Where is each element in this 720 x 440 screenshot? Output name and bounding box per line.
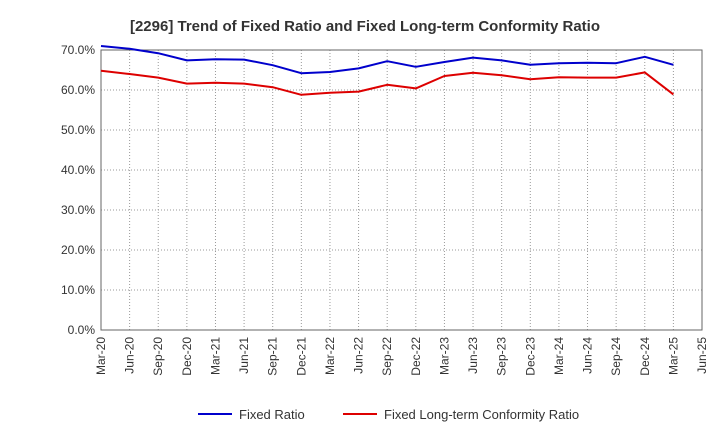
x-tick-label: Jun-24 [581, 337, 595, 374]
x-axis-ticks: Mar-20 Jun-20 Sep-20 Dec-20 Mar-21 Jun-21 Sep-… [94, 337, 709, 376]
y-tick-label: 20.0% [61, 243, 95, 257]
x-tick-label: Mar-21 [208, 337, 222, 375]
x-tick-label: Mar-22 [323, 337, 337, 375]
chart-title: [2296] Trend of Fixed Ratio and Fixed Lo… [130, 18, 600, 35]
x-tick-label: Mar-25 [666, 337, 680, 375]
plot-area [100, 49, 703, 331]
y-tick-label: 40.0% [61, 163, 95, 177]
y-tick-label: 70.0% [61, 43, 95, 57]
x-tick-label: Dec-21 [294, 337, 308, 376]
x-tick-label: Sep-24 [609, 337, 623, 376]
y-tick-label: 30.0% [61, 203, 95, 217]
legend-label: Fixed Ratio [239, 407, 305, 422]
x-tick-label: Mar-24 [552, 337, 566, 375]
x-tick-label: Jun-20 [123, 337, 137, 374]
x-tick-label: Mar-23 [437, 337, 451, 375]
legend-label: Fixed Long-term Conformity Ratio [384, 407, 579, 422]
x-tick-label: Jun-22 [352, 337, 366, 374]
y-tick-label: 10.0% [61, 283, 95, 297]
x-tick-label: Sep-23 [495, 337, 509, 376]
x-tick-label: Dec-24 [638, 337, 652, 376]
y-tick-label: 60.0% [61, 83, 95, 97]
series-line-fixed-ratio [100, 45, 674, 75]
x-tick-label: Dec-22 [409, 337, 423, 376]
legend-item-fixed-ratio: Fixed Ratio [198, 407, 305, 422]
x-tick-label: Sep-21 [266, 337, 280, 376]
y-axis-ticks: 0.0% 10.0% 20.0% 30.0% 40.0% 50.0% 60.0% 70.0% [61, 43, 95, 337]
legend: Fixed Ratio Fixed Long-term Conformity Ra… [198, 407, 579, 422]
series-lines [100, 45, 675, 96]
legend-item-fixed-long-term-conformity-ratio: Fixed Long-term Conformity Ratio [343, 407, 579, 422]
x-tick-label: Mar-20 [94, 337, 108, 375]
series-line-fixed-long-term-conformity-ratio [100, 69, 675, 96]
x-tick-label: Jun-25 [695, 337, 709, 374]
x-tick-label: Dec-23 [523, 337, 537, 376]
y-tick-label: 0.0% [68, 323, 96, 337]
x-tick-label: Jun-23 [466, 337, 480, 374]
x-tick-label: Dec-20 [180, 337, 194, 376]
x-tick-label: Jun-21 [237, 337, 251, 374]
y-tick-label: 50.0% [61, 123, 95, 137]
x-tick-label: Sep-22 [380, 337, 394, 376]
grid [101, 50, 702, 330]
x-tick-label: Sep-20 [151, 337, 165, 376]
